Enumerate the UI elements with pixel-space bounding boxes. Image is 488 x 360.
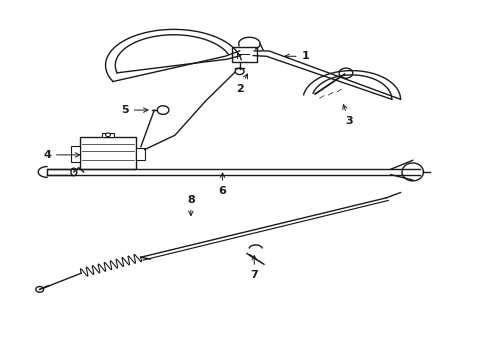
Bar [102, 133, 114, 137]
Bar [71, 146, 80, 162]
Text: 3: 3 [342, 105, 352, 126]
Text: 1: 1 [285, 51, 309, 61]
Bar [136, 148, 144, 160]
Text: 2: 2 [235, 74, 247, 94]
Text: 8: 8 [186, 195, 194, 216]
Text: 4: 4 [43, 150, 80, 160]
Bar [80, 137, 136, 169]
Text: 7: 7 [250, 256, 258, 280]
Circle shape [338, 68, 352, 78]
Ellipse shape [71, 168, 77, 176]
Circle shape [235, 68, 244, 75]
Bar [47, 169, 74, 175]
Circle shape [36, 287, 43, 292]
Circle shape [105, 133, 110, 136]
Circle shape [157, 106, 168, 114]
Text: 6: 6 [218, 173, 226, 196]
Bar [232, 47, 256, 62]
Text: 5: 5 [121, 105, 148, 115]
